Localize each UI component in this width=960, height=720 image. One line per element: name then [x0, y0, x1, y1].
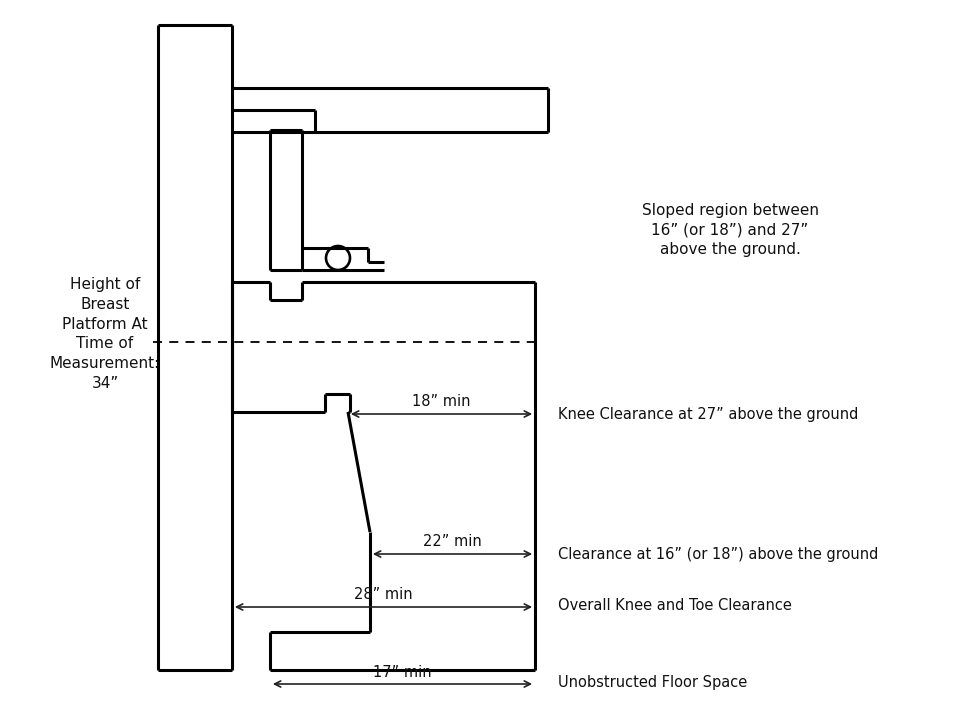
Text: 28” min: 28” min: [354, 587, 413, 602]
Text: 18” min: 18” min: [412, 394, 470, 409]
Text: Clearance at 16” (or 18”) above the ground: Clearance at 16” (or 18”) above the grou…: [558, 546, 878, 562]
Text: Sloped region between
16” (or 18”) and 27”
above the ground.: Sloped region between 16” (or 18”) and 2…: [641, 203, 819, 257]
Text: 22” min: 22” min: [423, 534, 482, 549]
Text: Knee Clearance at 27” above the ground: Knee Clearance at 27” above the ground: [558, 407, 858, 421]
Text: 17” min: 17” min: [373, 665, 432, 680]
Text: Unobstructed Floor Space: Unobstructed Floor Space: [558, 675, 747, 690]
Text: Overall Knee and Toe Clearance: Overall Knee and Toe Clearance: [558, 598, 792, 613]
Text: Height of
Breast
Platform At
Time of
Measurement:
34”: Height of Breast Platform At Time of Mea…: [50, 277, 160, 391]
